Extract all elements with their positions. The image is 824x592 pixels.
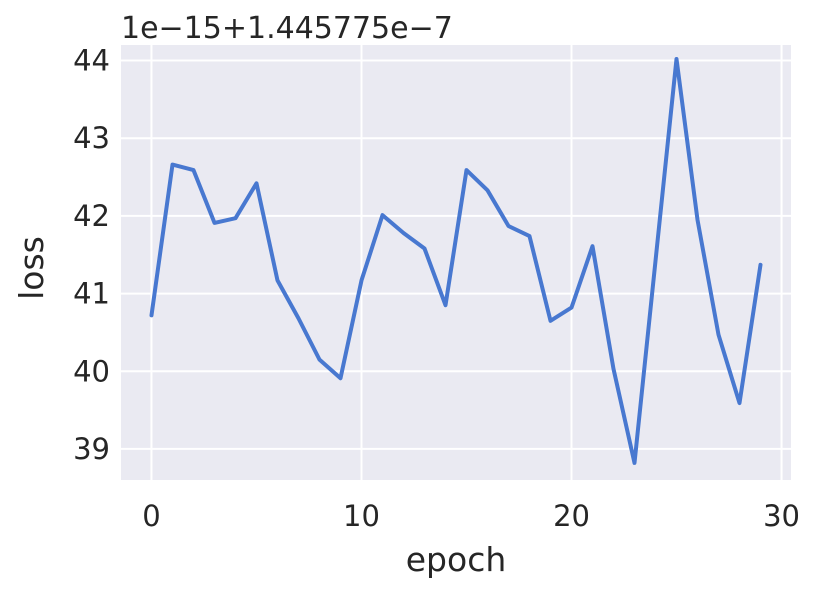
y-tick-label: 39 — [73, 432, 110, 466]
x-tick-label: 20 — [553, 499, 590, 533]
y-axis-label: loss — [12, 236, 51, 300]
grid-lines — [121, 45, 791, 480]
x-tick-label: 10 — [343, 499, 380, 533]
y-tick-labels: 39 40 41 42 43 44 — [73, 44, 110, 466]
y-tick-label: 41 — [73, 277, 110, 311]
series-group — [149, 57, 763, 465]
offset-text: 1e−15+1.445775e−7 — [121, 11, 453, 46]
y-tick-label: 43 — [73, 121, 110, 155]
y-tick-label: 42 — [73, 199, 110, 233]
y-tick-label: 40 — [73, 354, 110, 388]
x-tick-labels: 0 10 20 30 — [142, 499, 800, 533]
x-axis-label: epoch — [406, 540, 507, 579]
plot-background — [121, 45, 791, 480]
x-tick-label: 30 — [763, 499, 800, 533]
loss-series-line — [149, 57, 763, 465]
x-tick-label: 0 — [142, 499, 160, 533]
y-tick-label: 44 — [73, 44, 110, 78]
